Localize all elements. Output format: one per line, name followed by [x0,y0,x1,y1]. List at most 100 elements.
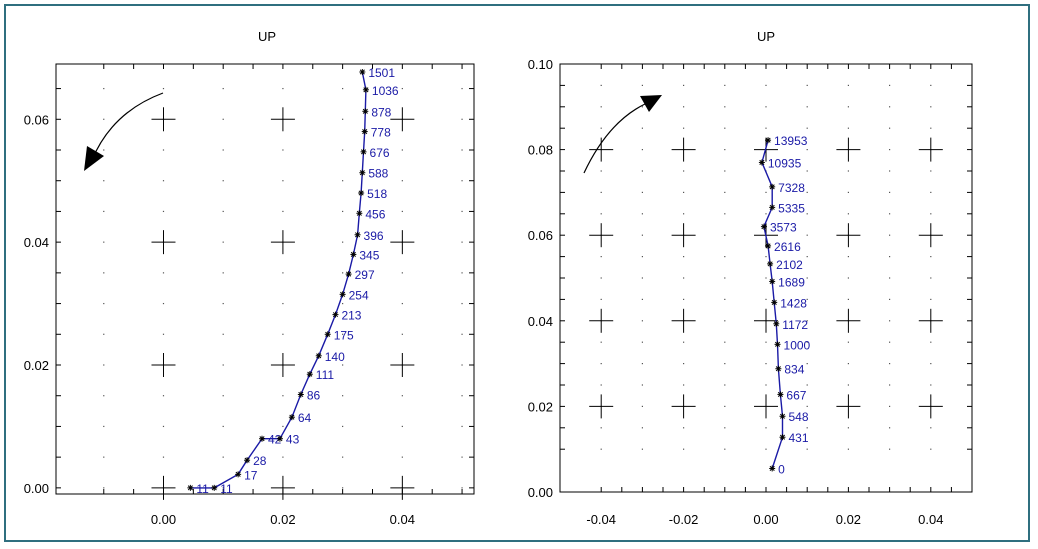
data-label: 1172 [782,318,808,332]
grid-dot [461,425,463,428]
grid-dot [683,191,685,193]
grid-dot [641,256,643,258]
grid-dot [641,363,643,365]
grid-dot [162,425,165,428]
grid-dot [461,272,463,274]
data-point [306,371,313,378]
grid-dot [282,87,284,90]
grid-dot [222,456,224,458]
grid-dot [765,384,767,386]
grid-dot [222,241,224,243]
grid-dot [765,341,767,343]
data-label: 878 [371,105,391,119]
data-label: 10935 [768,156,802,170]
grid-dot [724,298,726,300]
grid-dot [641,448,643,450]
grid-dot [600,191,602,193]
data-label: 11 [220,482,233,496]
grid-dot [889,363,891,365]
grid-dot [683,170,685,172]
grid-dot [222,302,224,305]
data-point [359,68,366,75]
grid-dot [401,302,403,305]
x-tick-label: -0.02 [669,512,699,527]
y-tick-label: 0.10 [528,57,553,72]
grid-dot [847,427,849,429]
x-tick-label: 0.00 [753,512,778,527]
grid-dot [342,425,344,428]
grid-dot [103,364,105,366]
grid-dot [806,84,808,86]
grid-dot [683,448,685,450]
chart-1: UP 0.00 0.02 0.04 0.00 0.02 0.04 0.06 11 11 172842… [24,29,475,527]
grid-dot [889,149,891,151]
data-point [362,108,369,115]
data-label: 2616 [774,240,801,254]
grid-dot [641,84,643,86]
grid-dot [889,277,891,279]
grid-dot [930,84,932,86]
rotation-arrow-path [91,92,164,161]
grid-dot [724,384,726,386]
grid-dot [806,384,808,386]
grid-dot [724,84,726,86]
data-label: 17 [244,468,258,482]
chart-2: UP -0.04 -0.02 0.00 0.02 0.04 0.00 0.02 0.04 0.06… [528,29,973,527]
data-point [769,204,776,211]
data-point [235,471,242,478]
grid-dot [401,333,403,335]
data-label: 297 [355,268,375,282]
grid-dot [724,320,726,322]
chart-title: UP [258,29,276,44]
grid-dot [461,149,463,151]
grid-dot [401,456,403,458]
data-label: 456 [365,207,385,221]
grid-dot [641,277,643,279]
grid-dot [847,363,849,365]
grid-dot [342,87,344,90]
y-tick-label: 0.00 [528,485,553,500]
grid-dot [930,191,932,193]
grid-dot [930,170,932,172]
data-point [779,434,786,441]
grid-dot [683,84,685,86]
data-label: 140 [325,350,345,364]
grid-dot [847,277,849,279]
data-point [769,183,776,190]
grid-dot [342,149,344,151]
grid-dot [600,448,602,450]
grid-dot [401,149,403,151]
grid-dot [724,170,726,172]
y-tick-label: 0.06 [24,112,49,127]
grid-dot [342,333,344,335]
data-point [354,231,361,238]
grid-dot [889,427,891,429]
grid-dot [103,302,105,305]
grid-dot [765,277,767,279]
data-label: 43 [286,433,300,447]
grid-dot [162,395,165,397]
grid-dot [342,302,344,305]
grid-dot [222,364,224,366]
data-point [773,320,780,327]
x-tick-label: 0.04 [390,512,415,527]
grid-dot [765,363,767,365]
data-point [297,391,304,398]
rotation-arrow-head [84,146,104,171]
data-label: 213 [341,309,361,323]
x-tick-label: 0.02 [270,512,295,527]
plot-area [55,63,475,495]
grid-dot [342,456,344,458]
grid-dot [889,191,891,193]
grid-dot [222,395,224,397]
grid-dot [222,425,224,428]
grid-dot [222,272,224,274]
grid-dot [162,87,165,90]
series-line [190,71,367,489]
grid-dot [847,106,849,108]
grid-dot [461,395,463,397]
data-label: 28 [253,454,267,468]
grid-dot [683,427,685,429]
grid-dot [724,427,726,429]
grid-dot [765,213,767,215]
